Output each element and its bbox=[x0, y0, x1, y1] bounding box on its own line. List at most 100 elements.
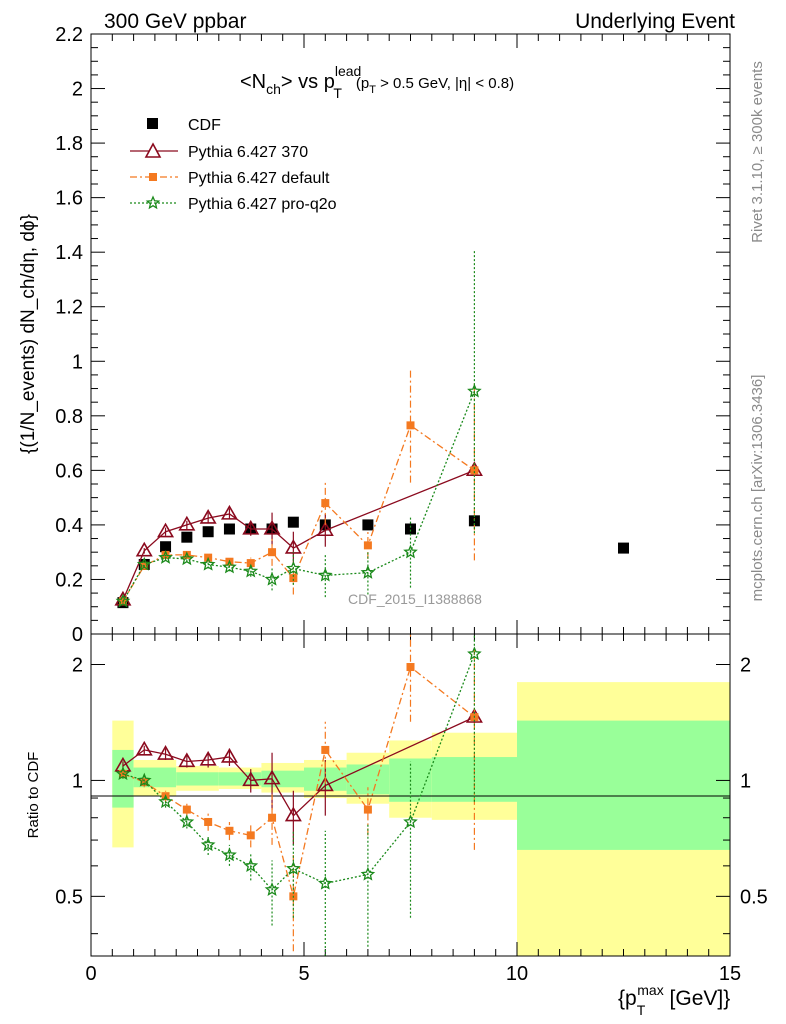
ratio-ytick-label-right: 0.5 bbox=[740, 886, 768, 908]
pythia-6-427-default-point bbox=[406, 421, 415, 430]
pythia-6-427-pro-q2o-point bbox=[158, 549, 173, 564]
header-left: 300 GeV ppbar bbox=[104, 10, 246, 33]
ratio-ytick-label-right: 2 bbox=[740, 654, 751, 676]
pythia-6-427-370-line bbox=[122, 469, 475, 601]
legend-label-q2o: Pythia 6.427 pro-q2o bbox=[188, 196, 337, 213]
pythia-6-427-370-point bbox=[263, 519, 281, 535]
cdf-point bbox=[202, 526, 214, 538]
ratio-inner-band bbox=[176, 772, 219, 786]
ratio-pythia-6-427-default-point bbox=[321, 745, 330, 754]
cdf-point bbox=[181, 531, 193, 543]
ratio-pythia-6-427-370-point bbox=[242, 771, 260, 787]
main-ytick-label: 1.8 bbox=[55, 133, 83, 155]
cdf-point bbox=[160, 541, 172, 553]
pythia-6-427-pro-q2o-point bbox=[136, 556, 152, 571]
x-tick-label: 0 bbox=[85, 963, 96, 985]
main-axis-ticks bbox=[90, 33, 731, 635]
pythia-6-427-pro-q2o-point bbox=[317, 567, 333, 582]
pythia-6-427-pro-q2o-point bbox=[200, 556, 216, 571]
ratio-pythia-6-427-370-point bbox=[135, 740, 153, 756]
ratio-pythia-6-427-370-point bbox=[220, 747, 238, 763]
pythia-6-427-default-point bbox=[321, 499, 330, 508]
main-panel: 0 0.2 0.4 0.6 0.8 1 1.2 1.4 1.6 1.8 2 2.2 <Nch> vs … bbox=[18, 24, 731, 646]
main-y-tick-labels: 0 0.2 0.4 0.6 0.8 1 1.2 1.4 1.6 1.8 2 2.2 bbox=[55, 24, 83, 646]
ratio-inner-band bbox=[133, 767, 177, 788]
ratio-pythia-6-427-pro-q2o-point bbox=[115, 766, 131, 781]
ratio-pythia-6-427-pro-q2o-point bbox=[158, 794, 173, 809]
pythia-6-427-default-point bbox=[268, 548, 277, 557]
pythia-6-427-default-line bbox=[122, 424, 475, 602]
ratio-pythia-6-427-pro-q2o-point bbox=[243, 858, 259, 873]
main-ytick-label: 1.4 bbox=[55, 242, 83, 264]
ratio-inner-band bbox=[517, 720, 730, 850]
rivet-label: Rivet 3.1.10, ≥ 300k events bbox=[749, 61, 766, 243]
legend-star-shape bbox=[145, 195, 161, 210]
ratio-pythia-6-427-default-point bbox=[363, 805, 372, 814]
ratio-pythia-6-427-370-point bbox=[284, 806, 302, 822]
pythia-6-427-pro-q2o-point bbox=[179, 551, 195, 566]
main-frame bbox=[90, 33, 731, 635]
main-ytick-label: 2 bbox=[72, 79, 83, 101]
main-ytick-label: 2.2 bbox=[55, 24, 83, 46]
ratio-series-layer bbox=[114, 634, 483, 956]
pythia-6-427-pro-q2o-point bbox=[403, 544, 418, 559]
ratio-pythia-6-427-default-point bbox=[246, 831, 255, 840]
x-tick-label: 10 bbox=[506, 963, 528, 985]
x-tick-labels: 0 5 10 15 bbox=[85, 963, 741, 985]
ratio-pythia-6-427-pro-q2o-point bbox=[136, 772, 152, 787]
ratio-panel: 0.5 0.5 1 1 2 2 0 5 10 15 Ratio to CDF {pTmax [G… bbox=[25, 633, 768, 1018]
ratio-pythia-6-427-pro-q2o-point bbox=[222, 847, 237, 862]
main-ytick-label: 0.8 bbox=[55, 406, 83, 428]
legend-marker-default bbox=[149, 173, 157, 181]
cdf-point bbox=[362, 519, 374, 531]
pythia-6-427-pro-q2o-point bbox=[115, 593, 131, 608]
main-ytick-label: 1.2 bbox=[55, 297, 83, 319]
legend-label-cdf: CDF bbox=[188, 117, 221, 134]
pythia-6-427-370-point bbox=[220, 504, 238, 520]
ratio-ytick-label-right: 1 bbox=[740, 770, 751, 792]
pythia-6-427-default-point bbox=[182, 550, 191, 559]
x-tick-label: 5 bbox=[298, 963, 309, 985]
ratio-ytick-label-left: 1 bbox=[72, 770, 83, 792]
mcplots-label: mcplots.cern.ch [arXiv:1306.3436] bbox=[749, 375, 766, 602]
main-y-axis-label: {(1/N_events) dN_ch/dη, dϕ} bbox=[18, 214, 39, 454]
legend-label-370: Pythia 6.427 370 bbox=[188, 144, 308, 161]
ratio-pythia-6-427-default-point bbox=[140, 778, 149, 787]
pythia-6-427-370-point bbox=[178, 515, 196, 531]
pythia-6-427-370-point bbox=[316, 521, 334, 537]
ratio-pythia-6-427-pro-q2o-point bbox=[403, 814, 418, 829]
pythia-6-427-pro-q2o-point bbox=[285, 560, 301, 575]
ratio-inner-band bbox=[112, 749, 134, 808]
ratio-pythia-6-427-pro-q2o-point bbox=[467, 646, 482, 661]
pythia-6-427-pro-q2o-line bbox=[122, 391, 476, 602]
ratio-frame bbox=[90, 633, 731, 957]
main-ytick-label: 0 bbox=[72, 624, 83, 646]
pythia-6-427-default-point bbox=[289, 574, 298, 583]
pythia-6-427-pro-q2o-point bbox=[222, 559, 237, 574]
ratio-pythia-6-427-370-point bbox=[157, 745, 175, 760]
ratio-pythia-6-427-pro-q2o-point bbox=[179, 814, 195, 829]
legend-marker-370 bbox=[144, 142, 162, 158]
pythia-6-427-pro-q2o-point bbox=[467, 383, 482, 398]
pythia-6-427-default-point bbox=[246, 559, 255, 568]
x-axis-label: {pTmax [GeV]} bbox=[618, 982, 730, 1018]
pythia-6-427-default-point bbox=[363, 541, 372, 550]
legend-marker-q2o bbox=[145, 195, 161, 210]
ratio-pythia-6-427-default-point bbox=[204, 817, 213, 826]
main-series-layer bbox=[114, 249, 629, 609]
legend: CDF Pythia 6.427 370 Pythia 6.427 defaul… bbox=[130, 117, 337, 213]
legend-marker-cdf bbox=[147, 118, 158, 129]
ratio-pythia-6-427-370-point bbox=[199, 750, 217, 766]
analysis-watermark: CDF_2015_I1388868 bbox=[348, 591, 482, 607]
cdf-point bbox=[618, 542, 629, 554]
ratio-pythia-6-427-370-point bbox=[178, 752, 196, 768]
cdf-point bbox=[287, 516, 299, 528]
main-ytick-label: 0.2 bbox=[55, 569, 83, 591]
pythia-6-427-default-point bbox=[470, 466, 479, 475]
ratio-pythia-6-427-pro-q2o-point bbox=[200, 837, 216, 852]
cdf-point bbox=[405, 523, 416, 535]
ratio-pythia-6-427-default-point bbox=[225, 826, 234, 835]
pythia-6-427-370-point bbox=[284, 538, 302, 554]
main-ytick-label: 0.4 bbox=[55, 515, 83, 537]
ratio-pythia-6-427-default-point bbox=[406, 663, 415, 672]
